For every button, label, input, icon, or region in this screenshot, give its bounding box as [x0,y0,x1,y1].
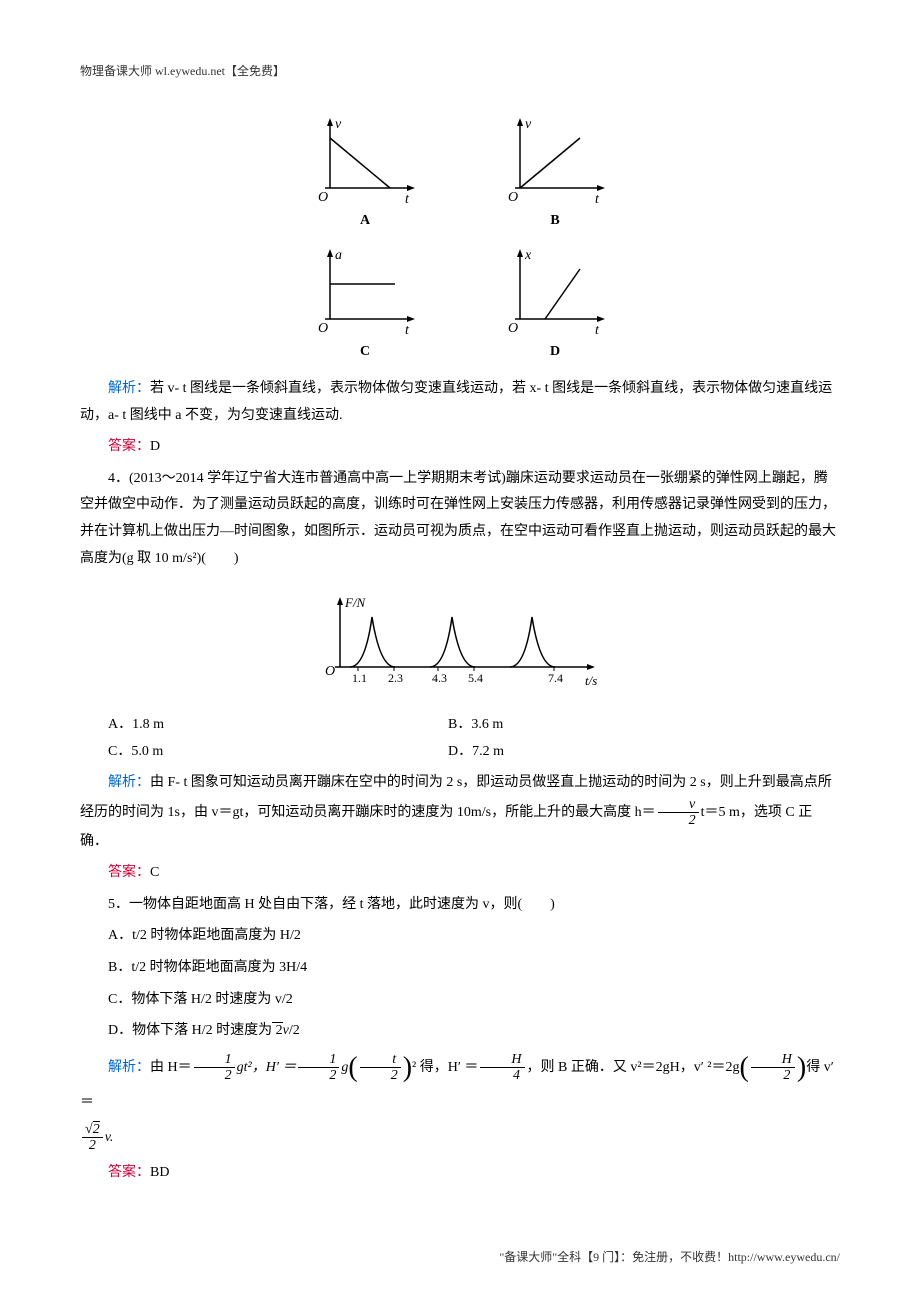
answer-3: 答案：D [80,434,840,461]
a5-p5: ，则 B 正确．又 v²＝2gH，v′ ²＝2g [527,1060,740,1075]
answer-4: 答案：C [80,860,840,887]
svg-text:O: O [325,664,335,679]
svg-text:5.4: 5.4 [468,671,483,685]
rparen-2: ) [797,1052,806,1083]
q4-number: 4． [108,471,129,486]
graph-a: v t O A [310,113,420,235]
q5-opt-d-pre: D．物体下落 H/2 时速度为 [108,1023,272,1038]
q4-opt-c: C．5.0 m [108,739,448,766]
lparen-2: ( [739,1052,748,1083]
svg-text:t: t [405,323,410,334]
analysis-5-cont: √22v. [80,1120,840,1155]
q5-opt-b: B．t/2 时物体距地面高度为 3H/4 [80,955,840,982]
question-5: 5．一物体自距地面高 H 处自由下落，经 t 落地，此时速度为 v，则( ) [80,892,840,919]
q4-context: (2013～2014 学年辽宁省大连市普通高中高一上学期期末考试) [129,471,506,486]
answer-4-prefix: 答案： [108,865,150,880]
rparen-1: ) [403,1052,412,1083]
lparen-1: ( [348,1052,357,1083]
frac-v2: v2 [658,797,699,829]
svg-text:O: O [318,321,328,334]
frac-half-1: 12 [194,1052,235,1084]
analysis-3: 解析：若 v- t 图线是一条倾斜直线，表示物体做匀变速直线运动，若 x- t … [80,376,840,429]
svg-text:1.1: 1.1 [352,671,367,685]
q5-opt-a: A．t/2 时物体距地面高度为 H/2 [80,923,840,950]
sqrt-2: 2 [272,1022,283,1038]
q4-options-row1: A．1.8 m B．3.6 m [108,712,840,739]
svg-text:t: t [405,192,410,203]
analysis-prefix: 解析： [108,381,150,396]
a5-p7: v. [105,1130,114,1145]
a5-p2: gt²，H′ ＝ [237,1060,297,1075]
svg-text:t/s: t/s [585,673,597,688]
q5-opt-d-post: v [283,1023,289,1038]
graph-c: a t O C [310,244,420,366]
svg-text:F/N: F/N [344,595,367,610]
q5-opt-d: D．物体下落 H/2 时速度为 2v/2 [80,1018,840,1045]
q4-opt-a: A．1.8 m [108,712,448,739]
svg-text:4.3: 4.3 [432,671,447,685]
q5-number: 5． [108,897,129,912]
analysis-5-prefix: 解析： [108,1060,150,1075]
graph-label-d: D [550,339,560,366]
answer-prefix: 答案： [108,439,150,454]
frac-t2: t2 [360,1052,401,1084]
svg-text:x: x [524,248,532,263]
frac-h2: H2 [751,1052,795,1084]
header-note: 物理备课大师 wl.eywedu.net【全免费】 [80,60,840,83]
answer-5-value: BD [150,1165,169,1180]
graph-d: x t O D [500,244,610,366]
svg-text:2.3: 2.3 [388,671,403,685]
analysis-4-prefix: 解析： [108,775,150,790]
q4-opt-d: D．7.2 m [448,739,648,766]
graph-row-1: v t O A v t O B [80,113,840,235]
graph-b: v t O B [500,113,610,235]
svg-text:O: O [508,321,518,334]
answer-5: 答案：BD [80,1160,840,1187]
answer-3-value: D [150,439,160,454]
a5-p1: 由 H＝ [150,1060,192,1075]
svg-text:t: t [595,192,600,203]
svg-text:a: a [335,248,342,263]
svg-text:v: v [525,117,532,132]
frac-half-2: 12 [298,1052,339,1084]
graph-label-c: C [360,339,370,366]
footer-note: "备课大师"全科【9 门】：免注册，不收费！http://www.eywedu.… [80,1246,840,1269]
graph-label-b: B [550,208,559,235]
q5-opt-c: C．物体下落 H/2 时速度为 v/2 [80,987,840,1014]
q4-options-row2: C．5.0 m D．7.2 m [108,739,840,766]
analysis-3-text: 若 v- t 图线是一条倾斜直线，表示物体做匀变速直线运动，若 x- t 图线是… [80,381,832,423]
graph-label-a: A [360,208,370,235]
answer-4-value: C [150,865,159,880]
a5-p4: ² 得，H′ ＝ [412,1060,478,1075]
q4-opt-b: B．3.6 m [448,712,648,739]
frac-h4: H4 [480,1052,524,1084]
q5-body: 一物体自距地面高 H 处自由下落，经 t 落地，此时速度为 v，则( ) [129,897,555,912]
svg-text:O: O [508,190,518,203]
svg-text:7.4: 7.4 [548,671,563,685]
question-4: 4．(2013～2014 学年辽宁省大连市普通高中高一上学期期末考试)蹦床运动要… [80,466,840,572]
svg-text:O: O [318,190,328,203]
analysis-5: 解析：由 H＝12gt²，H′ ＝12g(t2)² 得，H′ ＝H4，则 B 正… [80,1050,840,1120]
graph-row-2: a t O C x t O D [80,244,840,366]
svg-text:v: v [335,117,342,132]
svg-text:t: t [595,323,600,334]
frac-sqrt2-2: √22 [82,1122,103,1154]
analysis-4: 解析：由 F- t 图象可知运动员离开蹦床在空中的时间为 2 s，即运动员做竖直… [80,770,840,855]
ft-chart: F/N t/s O 1.1 2.3 4.3 5.4 7.4 [80,587,840,697]
answer-5-prefix: 答案： [108,1165,150,1180]
